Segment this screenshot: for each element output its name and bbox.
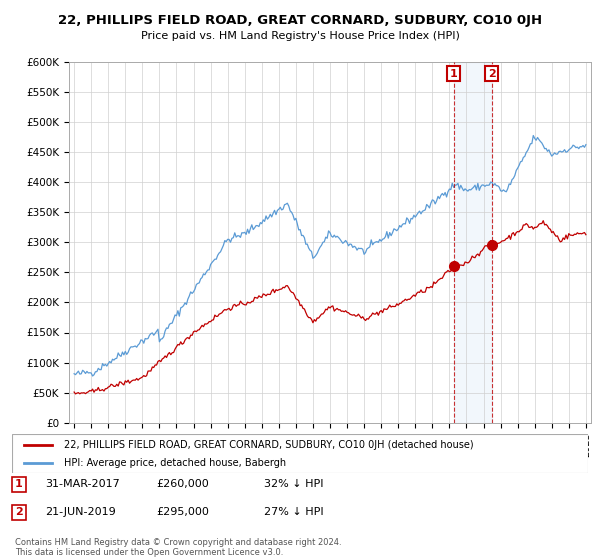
Text: 32% ↓ HPI: 32% ↓ HPI <box>264 479 323 489</box>
Text: 2: 2 <box>15 507 23 517</box>
Text: £295,000: £295,000 <box>156 507 209 517</box>
Text: 1: 1 <box>15 479 23 489</box>
FancyBboxPatch shape <box>12 434 588 473</box>
Text: 22, PHILLIPS FIELD ROAD, GREAT CORNARD, SUDBURY, CO10 0JH (detached house): 22, PHILLIPS FIELD ROAD, GREAT CORNARD, … <box>64 440 473 450</box>
Bar <box>454 62 491 423</box>
Text: HPI: Average price, detached house, Babergh: HPI: Average price, detached house, Babe… <box>64 459 286 468</box>
Text: 1: 1 <box>450 69 458 78</box>
Text: Contains HM Land Registry data © Crown copyright and database right 2024.
This d: Contains HM Land Registry data © Crown c… <box>15 538 341 557</box>
Text: 27% ↓ HPI: 27% ↓ HPI <box>264 507 323 517</box>
Text: 21-JUN-2019: 21-JUN-2019 <box>45 507 116 517</box>
Text: 22, PHILLIPS FIELD ROAD, GREAT CORNARD, SUDBURY, CO10 0JH: 22, PHILLIPS FIELD ROAD, GREAT CORNARD, … <box>58 14 542 27</box>
Text: Price paid vs. HM Land Registry's House Price Index (HPI): Price paid vs. HM Land Registry's House … <box>140 31 460 41</box>
Text: 31-MAR-2017: 31-MAR-2017 <box>45 479 120 489</box>
Text: 2: 2 <box>488 69 496 78</box>
Text: £260,000: £260,000 <box>156 479 209 489</box>
